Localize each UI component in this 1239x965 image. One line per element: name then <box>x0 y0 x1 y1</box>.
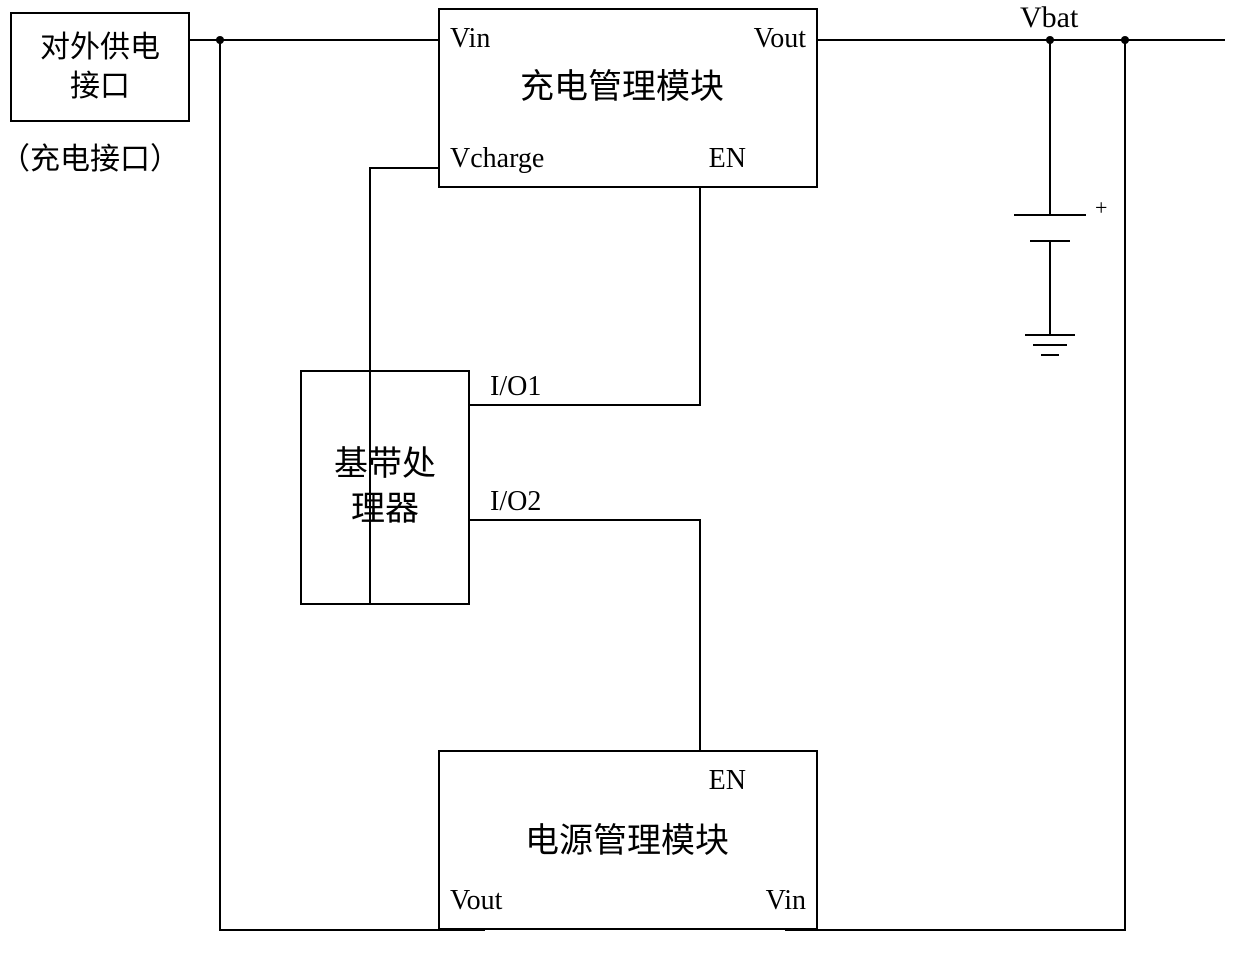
wiring-svg <box>0 0 1239 965</box>
wire-vcharge-to-baseband <box>370 168 438 605</box>
junction-dot <box>216 36 224 44</box>
wire-io1-to-en-charge <box>470 188 700 405</box>
junction-dot <box>1121 36 1129 44</box>
wire-io2-to-en-power <box>470 520 700 750</box>
diagram-canvas: 对外供电接口 （充电接口） Vin Vout 充电管理模块 Vcharge EN… <box>0 0 1239 965</box>
junction-dot <box>1046 36 1054 44</box>
wire-vout-power-to-iface <box>220 40 485 930</box>
wire-vin-power-to-vbat <box>785 40 1125 930</box>
